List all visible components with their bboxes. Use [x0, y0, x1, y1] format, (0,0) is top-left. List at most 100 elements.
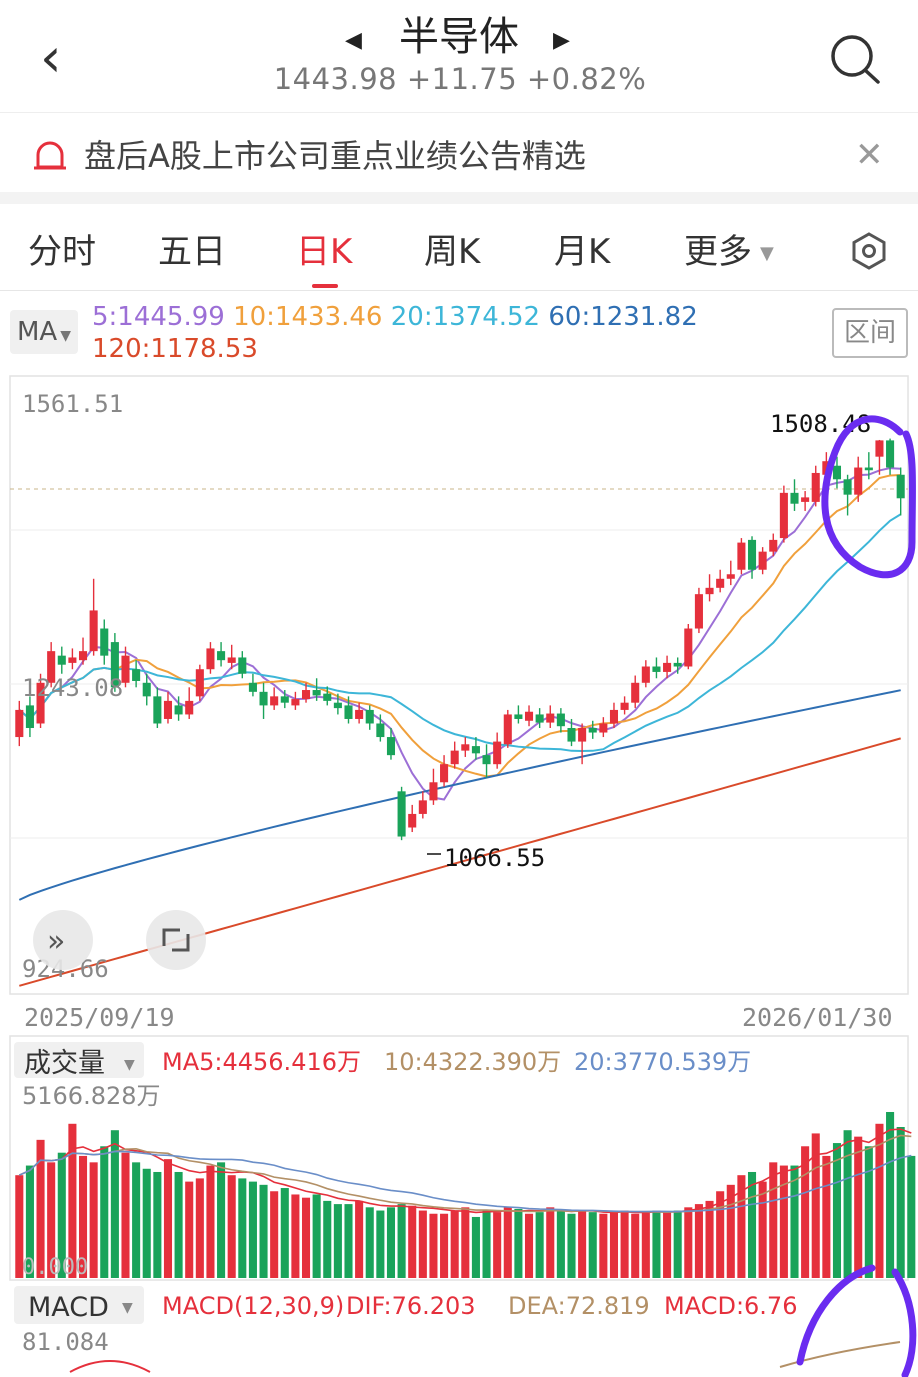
volume-bar [68, 1123, 77, 1278]
y-label-mid: 1243.08 [22, 674, 123, 702]
fullscreen-icon[interactable] [162, 928, 190, 952]
candle-body [546, 713, 555, 723]
volume-bar [174, 1171, 183, 1278]
volume-bar [227, 1175, 236, 1278]
candle-body [121, 655, 130, 683]
volume-bar [801, 1146, 810, 1278]
candle-body [376, 723, 385, 738]
date-start: 2025/09/19 [24, 1003, 175, 1032]
volume-bar [78, 1155, 88, 1278]
volume-selector[interactable] [14, 1042, 144, 1078]
main-panel-frame [9, 375, 909, 995]
candle-body [875, 440, 884, 457]
volume-bar [620, 1210, 629, 1278]
candle-body [408, 813, 417, 828]
macd-dif: DIF:76.203 [346, 1292, 476, 1320]
candle-body [397, 791, 406, 837]
volume-bar [875, 1123, 884, 1278]
back-arrow-icon[interactable]: ‹ [40, 26, 62, 89]
candle-body [238, 657, 247, 674]
candle-body [705, 587, 714, 595]
volume-bar [217, 1162, 226, 1278]
volume-selector-label: 成交量 [24, 1048, 105, 1079]
candle-body [68, 657, 77, 663]
macd-params: MACD(12,30,9) [162, 1292, 344, 1320]
active-tab-indicator [312, 284, 338, 288]
candle-body [726, 574, 735, 579]
candle-body [663, 662, 672, 672]
ma10-line [18, 473, 901, 778]
close-icon[interactable]: ✕ [855, 135, 884, 175]
candle-body [471, 746, 480, 754]
tab-daily-k[interactable]: 日K [296, 232, 353, 272]
macd-dea: DEA:72.819 [508, 1292, 650, 1320]
candle-body [758, 551, 767, 570]
candle-body [440, 764, 449, 783]
candles [15, 438, 905, 841]
dropdown-caret-icon: ▼ [124, 1057, 135, 1073]
candle-body [429, 782, 438, 801]
candle-body [503, 714, 512, 745]
macd-max-label: 81.084 [22, 1328, 109, 1356]
ma-selector[interactable]: MA ▼ [10, 310, 78, 354]
kline-chart[interactable]: 1561.51 1243.08 924.66 1508.48 1066.55 »… [0, 372, 918, 1377]
volume-bar [57, 1152, 66, 1278]
prev-stock-arrow-icon[interactable]: ◀ [345, 28, 362, 53]
candle-body [556, 713, 565, 727]
volume-bar [684, 1207, 693, 1278]
candle-body [854, 467, 863, 495]
candle-body [195, 669, 204, 697]
ma-values-row: 5:1445.99 10:1433.46 20:1374.52 60:1231.… [92, 302, 698, 332]
next-stock-arrow-icon[interactable]: ▶ [553, 28, 570, 53]
volume-bar [673, 1210, 682, 1278]
volume-bar [376, 1210, 385, 1278]
volume-bar [811, 1133, 820, 1278]
candle-body [270, 696, 279, 706]
tab-intraday[interactable]: 分时 [28, 232, 96, 272]
candle-body [333, 702, 342, 709]
period-tabs: 分时 五日 日K 周K 月K 更多 ▼ [0, 204, 918, 291]
volume-bar [737, 1175, 746, 1278]
volume-ma-lines [18, 1128, 912, 1214]
candle-body [684, 628, 693, 667]
fullscreen-button[interactable] [146, 910, 206, 970]
tab-weekly-k[interactable]: 周K [424, 232, 481, 272]
volume-bar [907, 1155, 916, 1278]
macd-selector-label: MACD [28, 1292, 109, 1323]
macd-selector[interactable] [14, 1286, 144, 1324]
candle-body [323, 693, 332, 701]
candle-body [832, 465, 842, 480]
annotation-circle [821, 415, 916, 579]
volume-bar [333, 1204, 342, 1278]
volume-ma10-line [18, 1134, 912, 1213]
double-chevron-icon[interactable]: » [47, 924, 65, 959]
candle-body [567, 728, 576, 742]
expand-button[interactable] [33, 910, 93, 970]
tab-monthly-k[interactable]: 月K [554, 232, 611, 272]
candle-body [631, 682, 640, 703]
notice-banner[interactable]: 盘后A股上市公司重点业绩公告精选 ✕ [0, 112, 918, 193]
tab-five-day[interactable]: 五日 [158, 232, 226, 272]
alarm-bell-icon [34, 141, 66, 170]
candle-body [514, 714, 523, 719]
volume-bar [259, 1184, 268, 1278]
volume-bar [344, 1204, 353, 1278]
candle-body [535, 714, 544, 723]
range-button[interactable]: 区间 [832, 308, 908, 358]
ma20-line [18, 513, 902, 753]
search-icon[interactable] [828, 32, 882, 86]
candle-body [599, 723, 608, 733]
candle-body [641, 666, 650, 683]
tab-more[interactable]: 更多 ▼ [684, 224, 774, 273]
volume-bar [567, 1213, 576, 1278]
candle-body [132, 669, 141, 681]
volume-bar [312, 1194, 321, 1278]
volume-bar [397, 1204, 406, 1278]
settings-icon[interactable] [850, 232, 888, 270]
candle-body [747, 539, 757, 570]
candle-body [482, 755, 491, 765]
candle-body [163, 700, 173, 719]
volume-bar [163, 1159, 173, 1278]
candle-body [450, 750, 459, 765]
ma60-line [18, 689, 901, 901]
